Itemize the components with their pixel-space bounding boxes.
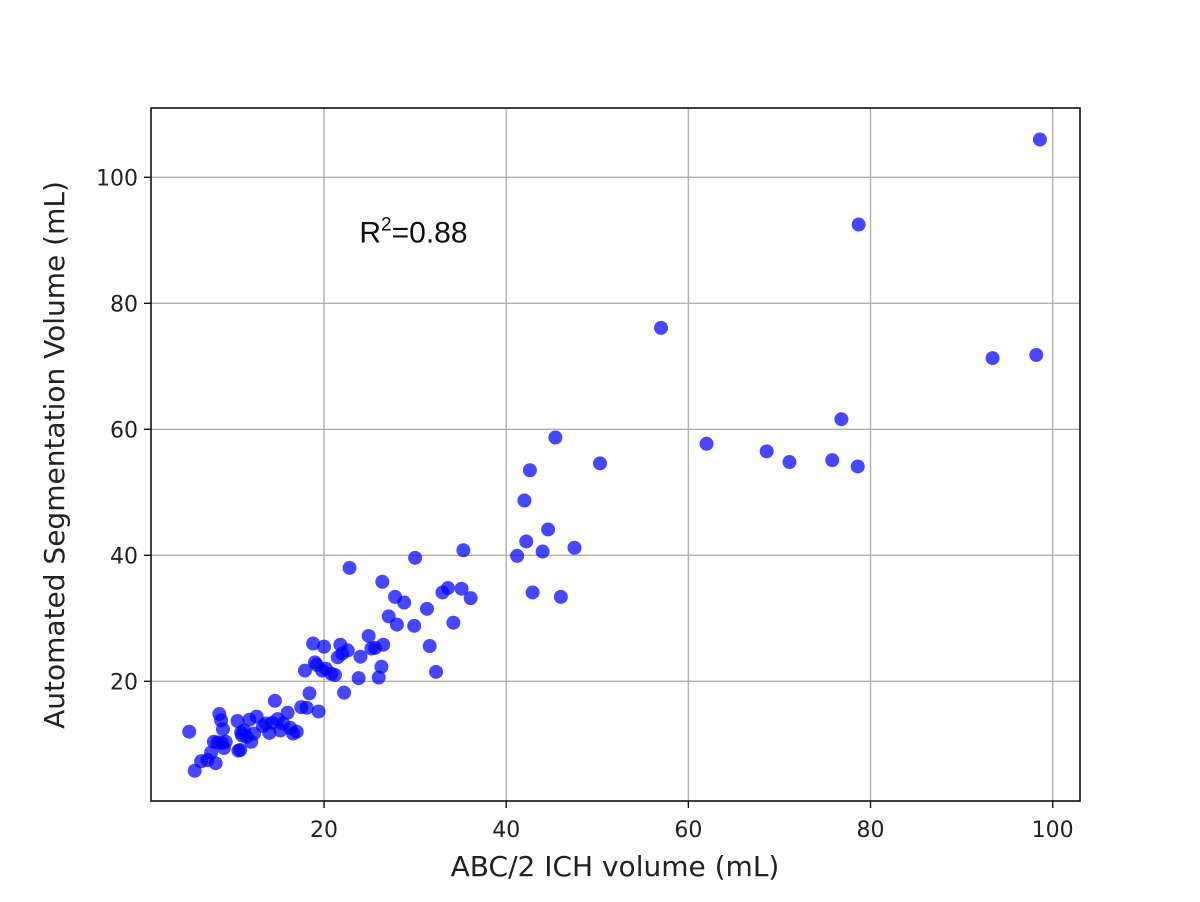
- grid: [151, 108, 1080, 801]
- data-point: [371, 670, 386, 685]
- data-point: [419, 601, 434, 616]
- data-point: [280, 705, 295, 720]
- y-axis-label: Automated Segmentation Volume (mL): [38, 181, 71, 729]
- r-squared-value: =0.88: [392, 216, 468, 249]
- x-axis-label: ABC/2 ICH volume (mL): [451, 850, 780, 883]
- data-point: [351, 671, 366, 686]
- y-tick-label: 40: [110, 544, 138, 569]
- data-point: [182, 724, 197, 739]
- data-point: [429, 664, 444, 679]
- data-point: [375, 574, 390, 589]
- data-point: [440, 581, 455, 596]
- data-point: [456, 543, 471, 558]
- data-point: [233, 742, 248, 757]
- data-point: [782, 455, 797, 470]
- data-point: [361, 628, 376, 643]
- data-point: [522, 463, 537, 478]
- data-point: [1032, 132, 1047, 147]
- data-point: [553, 589, 568, 604]
- data-point: [1029, 347, 1044, 362]
- data-point: [759, 444, 774, 459]
- data-point: [408, 550, 423, 565]
- data-point: [327, 668, 342, 682]
- data-point: [985, 351, 1000, 366]
- data-point: [548, 430, 563, 445]
- data-point: [302, 686, 317, 701]
- data-point: [289, 724, 304, 739]
- y-tick-label: 60: [110, 418, 138, 443]
- y-tick-label: 100: [96, 166, 138, 191]
- data-point: [510, 548, 525, 563]
- data-point: [299, 700, 314, 715]
- data-point: [317, 639, 332, 654]
- data-point: [208, 756, 223, 771]
- x-axis-ticks: 20 40 60 80 100: [310, 801, 1074, 843]
- x-tick-label: 40: [492, 818, 520, 843]
- y-axis-ticks: 20 40 60 80 100: [96, 166, 151, 695]
- data-point: [699, 436, 714, 451]
- x-tick-label: 60: [674, 818, 702, 843]
- data-point: [204, 745, 219, 760]
- data-point: [306, 636, 321, 651]
- data-point: [407, 618, 422, 633]
- data-point: [567, 540, 582, 555]
- data-point: [376, 637, 391, 652]
- data-point: [397, 595, 412, 610]
- data-point: [297, 663, 312, 678]
- data-point: [541, 522, 556, 537]
- plot-frame: [150, 107, 1081, 802]
- data-point: [454, 581, 469, 596]
- y-tick-label: 20: [110, 670, 138, 695]
- data-point: [851, 217, 866, 232]
- data-point: [342, 560, 357, 575]
- data-point: [519, 534, 534, 549]
- data-point: [446, 615, 461, 630]
- data-point: [389, 617, 404, 632]
- data-point: [374, 659, 389, 674]
- data-point: [218, 734, 233, 749]
- data-point: [525, 585, 540, 600]
- data-point: [850, 459, 865, 474]
- data-point: [215, 722, 230, 737]
- r-squared-annotation: R2=0.88: [359, 214, 467, 249]
- x-tick-label: 100: [1032, 818, 1074, 843]
- r-squared-superscript: 2: [381, 214, 392, 235]
- data-point: [422, 639, 437, 654]
- y-tick-label: 80: [110, 292, 138, 317]
- data-point: [654, 320, 669, 335]
- data-point: [825, 453, 840, 468]
- data-point: [834, 412, 849, 427]
- data-point: [337, 685, 352, 700]
- data-point: [517, 493, 532, 508]
- data-points: [182, 132, 1047, 778]
- data-point: [593, 456, 608, 471]
- data-point: [340, 643, 355, 658]
- data-point: [463, 591, 478, 606]
- x-tick-label: 80: [857, 818, 885, 843]
- data-point: [311, 704, 326, 719]
- data-point: [267, 693, 282, 708]
- x-tick-label: 20: [310, 818, 338, 843]
- r-squared-base: R: [359, 216, 381, 249]
- data-point: [535, 544, 550, 559]
- data-point: [353, 649, 368, 664]
